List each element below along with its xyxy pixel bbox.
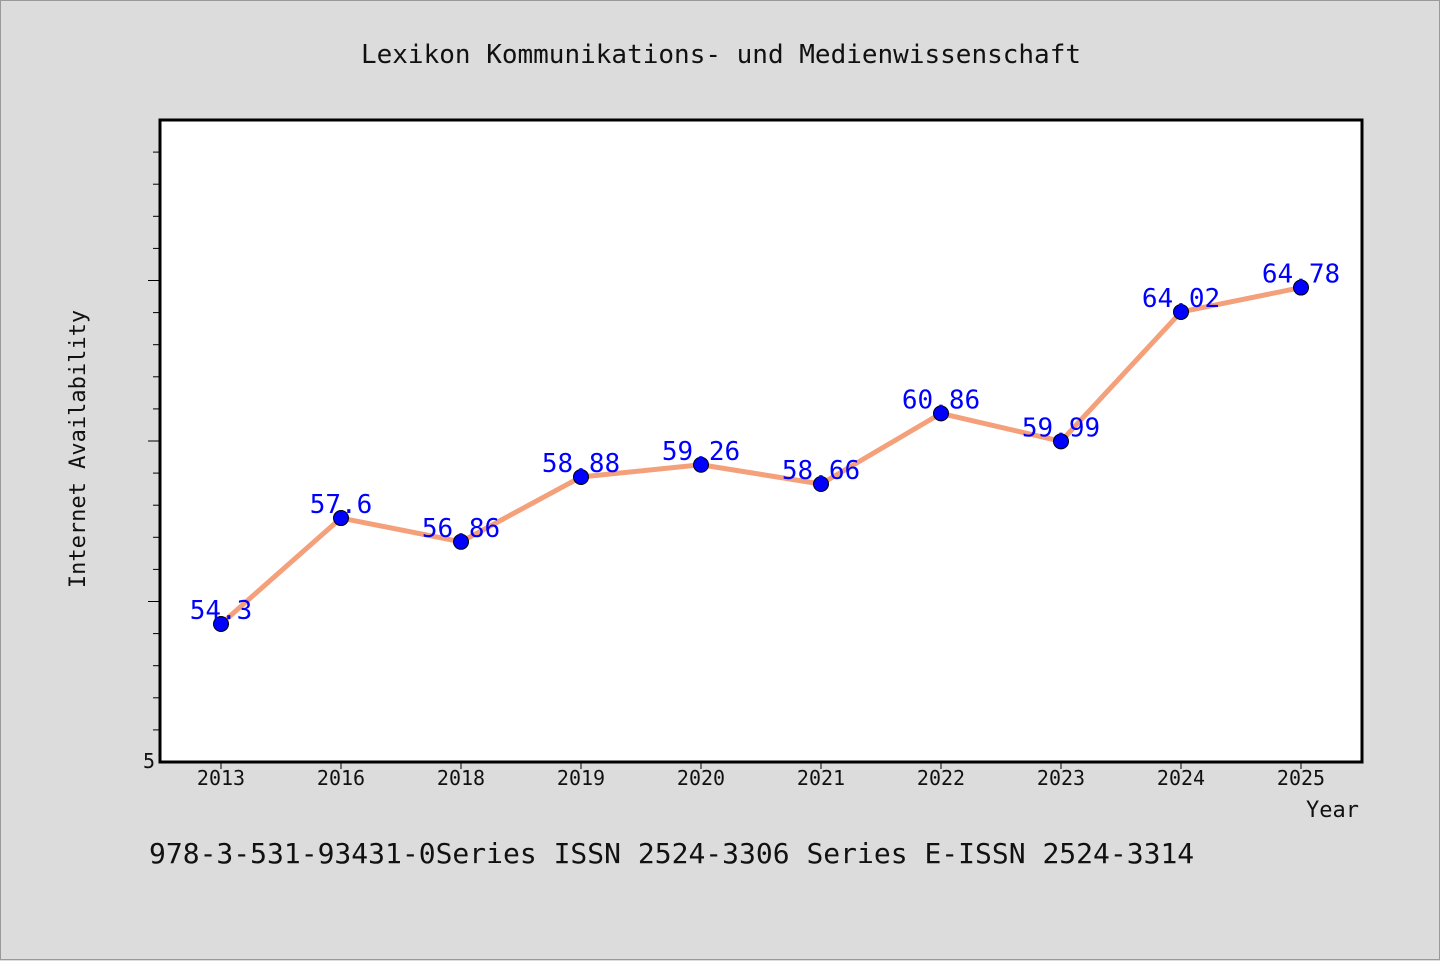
series-line <box>218 285 1304 627</box>
x-tick-label: 2024 <box>1157 766 1205 790</box>
plot-area <box>158 118 1364 764</box>
x-tick-label: 2021 <box>797 766 845 790</box>
x-axis-label: Year <box>1306 798 1359 823</box>
data-label: 57.6 <box>310 490 373 520</box>
data-point <box>813 476 829 493</box>
data-label: 64.02 <box>1142 284 1220 314</box>
data-point <box>933 405 949 422</box>
data-point <box>693 456 709 473</box>
data-point <box>453 533 469 550</box>
data-label: 64.78 <box>1262 260 1340 290</box>
data-point <box>573 468 589 485</box>
data-point <box>1173 303 1189 320</box>
x-tick-label: 2019 <box>557 766 605 790</box>
x-tick-label: 2025 <box>1277 766 1325 790</box>
x-tick-label: 2022 <box>917 766 965 790</box>
data-label: 58.66 <box>782 456 860 486</box>
x-axis-ticks: 2013 2016 2018 2019 2020 2021 2022 2023 2024 2025 <box>197 762 1325 790</box>
x-tick-label: 2018 <box>437 766 485 790</box>
x-tick-label: 2016 <box>317 766 365 790</box>
data-label: 58.88 <box>542 449 620 479</box>
series-layer: 54.3 57.6 56.86 58.88 59.26 58.66 60.86 59.99 64… <box>190 260 1340 632</box>
chart-title: Lexikon Kommunikations- und Medienwissen… <box>361 40 1081 70</box>
data-label: 54.3 <box>190 596 253 626</box>
data-label: 59.26 <box>662 437 740 467</box>
y-axis-label: Internet Availability <box>66 310 91 588</box>
data-point <box>333 510 349 527</box>
y-tick-label: 5 <box>143 749 155 773</box>
x-tick-label: 2013 <box>197 766 245 790</box>
data-label: 60.86 <box>902 385 980 415</box>
footer-text: 978-3-531-93431-0Series ISSN 2524-3306 S… <box>149 837 1194 870</box>
y-axis-ticks <box>148 151 160 731</box>
x-tick-label: 2020 <box>677 766 725 790</box>
data-label: 56.86 <box>422 514 500 544</box>
data-point <box>213 615 229 632</box>
data-point <box>1293 279 1309 296</box>
data-point <box>1053 433 1069 450</box>
data-label: 59.99 <box>1022 413 1100 443</box>
x-tick-label: 2023 <box>1037 766 1085 790</box>
